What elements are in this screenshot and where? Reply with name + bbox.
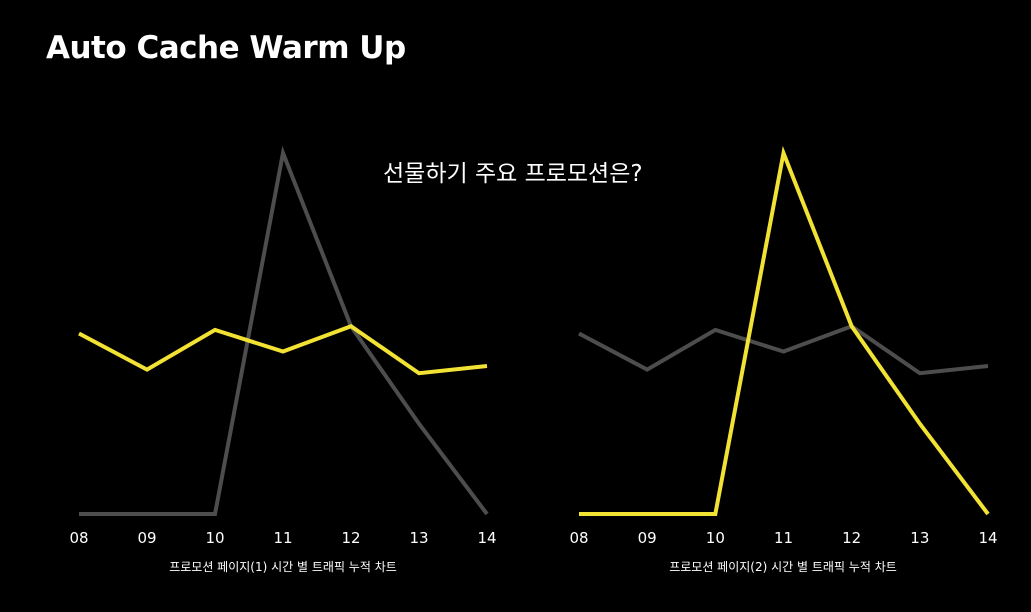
chart-1-ticks: 08 09 10 11 12 13 14	[69, 529, 496, 547]
chart-2-x-tick-label: 14	[978, 529, 997, 547]
chart-1-x-tick-label: 08	[69, 529, 88, 547]
chart-2-caption: 프로모션 페이지(2) 시간 별 트래픽 누적 차트	[669, 560, 897, 574]
chart-1-x-tick-label: 11	[273, 529, 292, 547]
chart-1-x-tick-label: 14	[477, 529, 496, 547]
chart-1-caption: 프로모션 페이지(1) 시간 별 트래픽 누적 차트	[169, 560, 397, 574]
chart-2-series-layer	[578, 145, 990, 516]
chart-2-x-tick-label: 11	[774, 529, 793, 547]
chart-1-x-tick-label: 12	[341, 529, 360, 547]
chart-1: 08 09 10 11 12 13 14 프로모션 페이지(1) 시간 별 트래픽 누적 차…	[69, 145, 497, 574]
chart-2-series-2-line	[579, 145, 990, 516]
chart-2-ticks: 08 09 10 11 12 13 14	[569, 529, 997, 547]
slide-question: 선물하기 주요 프로모션은?	[383, 161, 643, 187]
chart-1-x-tick-label: 13	[409, 529, 428, 547]
slide-title: Auto Cache Warm Up	[46, 30, 406, 66]
chart-1-x-tick-label: 10	[205, 529, 224, 547]
chart-1-series-layer	[78, 145, 489, 516]
chart-1-series-2-line	[79, 145, 489, 516]
chart-2-x-tick-label: 08	[569, 529, 588, 547]
chart-2-x-tick-label: 12	[842, 529, 861, 547]
chart-2-x-tick-label: 09	[638, 529, 657, 547]
chart-2-series-1-line	[578, 324, 989, 376]
chart-2: 08 09 10 11 12 13 14 프로모션 페이지(2) 시간 별 트래픽 누적 차…	[569, 145, 998, 574]
chart-1-x-tick-label: 09	[137, 529, 156, 547]
chart-2-x-tick-label: 13	[910, 529, 929, 547]
chart-2-x-tick-label: 10	[706, 529, 725, 547]
chart-1-series-1-line	[78, 324, 488, 376]
